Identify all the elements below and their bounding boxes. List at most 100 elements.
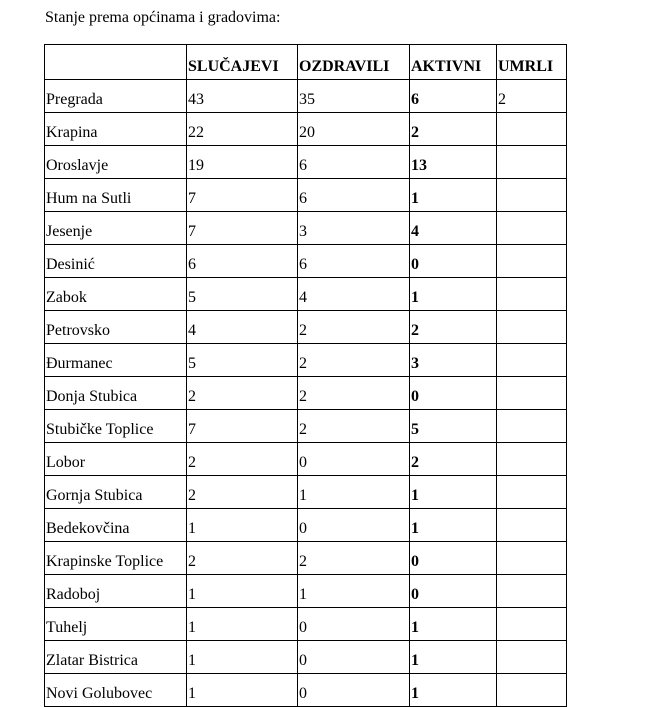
header-active: AKTIVNI [409, 44, 497, 80]
active-cell: 1 [409, 178, 497, 212]
deaths-cell [496, 343, 567, 377]
deaths-cell [496, 541, 567, 575]
recovered-cell: 0 [297, 508, 410, 542]
recovered-cell: 0 [297, 640, 410, 674]
cases-cell: 1 [186, 574, 298, 608]
recovered-cell: 2 [297, 310, 410, 344]
municipality-table: SLUČAJEVI OZDRAVILI AKTIVNI UMRLI Pregra… [44, 44, 567, 707]
deaths-cell [496, 178, 567, 212]
header-cases: SLUČAJEVI [186, 44, 298, 80]
cases-cell: 19 [186, 145, 298, 179]
active-cell: 3 [409, 343, 497, 377]
recovered-cell: 2 [297, 343, 410, 377]
municipality-cell: Zabok [44, 277, 187, 311]
recovered-cell: 1 [297, 574, 410, 608]
deaths-cell [496, 673, 567, 707]
municipality-cell: Desinić [44, 244, 187, 278]
table-row: Radoboj 1 1 0 [44, 574, 567, 608]
table-row: Hum na Sutli 7 6 1 [44, 178, 567, 212]
table-row: Stubičke Toplice 7 2 5 [44, 409, 567, 443]
active-cell: 1 [409, 277, 497, 311]
municipality-cell: Donja Stubica [44, 376, 187, 410]
active-cell: 0 [409, 541, 497, 575]
active-cell: 0 [409, 574, 497, 608]
cases-cell: 6 [186, 244, 298, 278]
recovered-cell: 2 [297, 541, 410, 575]
active-cell: 0 [409, 244, 497, 278]
header-deaths: UMRLI [496, 44, 567, 80]
deaths-cell [496, 112, 567, 146]
municipality-cell: Pregrada [44, 79, 187, 113]
municipality-cell: Lobor [44, 442, 187, 476]
municipality-cell: Novi Golubovec [44, 673, 187, 707]
recovered-cell: 0 [297, 442, 410, 476]
deaths-cell [496, 574, 567, 608]
recovered-cell: 0 [297, 607, 410, 641]
recovered-cell: 0 [297, 673, 410, 707]
recovered-cell: 2 [297, 376, 410, 410]
deaths-cell: 2 [496, 79, 567, 113]
active-cell: 4 [409, 211, 497, 245]
cases-cell: 5 [186, 277, 298, 311]
municipality-cell: Radoboj [44, 574, 187, 608]
active-cell: 2 [409, 112, 497, 146]
active-cell: 1 [409, 508, 497, 542]
cases-cell: 1 [186, 607, 298, 641]
table-row: Donja Stubica 2 2 0 [44, 376, 567, 410]
recovered-cell: 35 [297, 79, 410, 113]
municipality-cell: Jesenje [44, 211, 187, 245]
deaths-cell [496, 310, 567, 344]
table-row: Krapina 22 20 2 [44, 112, 567, 146]
recovered-cell: 20 [297, 112, 410, 146]
municipality-cell: Đurmanec [44, 343, 187, 377]
active-cell: 5 [409, 409, 497, 443]
table-row: Krapinske Toplice 2 2 0 [44, 541, 567, 575]
header-row: SLUČAJEVI OZDRAVILI AKTIVNI UMRLI [44, 44, 567, 80]
active-cell: 1 [409, 673, 497, 707]
cases-cell: 2 [186, 442, 298, 476]
cases-cell: 2 [186, 376, 298, 410]
table-row: Zabok 5 4 1 [44, 277, 567, 311]
recovered-cell: 1 [297, 475, 410, 509]
cases-cell: 2 [186, 475, 298, 509]
header-municipality [44, 44, 187, 80]
recovered-cell: 4 [297, 277, 410, 311]
deaths-cell [496, 475, 567, 509]
deaths-cell [496, 640, 567, 674]
active-cell: 2 [409, 310, 497, 344]
active-cell: 2 [409, 442, 497, 476]
table-row: Desinić 6 6 0 [44, 244, 567, 278]
table-row: Oroslavje 19 6 13 [44, 145, 567, 179]
active-cell: 6 [409, 79, 497, 113]
municipality-cell: Hum na Sutli [44, 178, 187, 212]
recovered-cell: 2 [297, 409, 410, 443]
table-row: Jesenje 7 3 4 [44, 211, 567, 245]
recovered-cell: 6 [297, 244, 410, 278]
cases-cell: 4 [186, 310, 298, 344]
deaths-cell [496, 508, 567, 542]
municipality-cell: Tuhelj [44, 607, 187, 641]
deaths-cell [496, 277, 567, 311]
municipality-cell: Krapinske Toplice [44, 541, 187, 575]
cases-cell: 1 [186, 673, 298, 707]
table-row: Novi Golubovec 1 0 1 [44, 673, 567, 707]
cases-cell: 1 [186, 640, 298, 674]
municipality-cell: Stubičke Toplice [44, 409, 187, 443]
table-row: Zlatar Bistrica 1 0 1 [44, 640, 567, 674]
deaths-cell [496, 244, 567, 278]
cases-cell: 1 [186, 508, 298, 542]
table-row: Tuhelj 1 0 1 [44, 607, 567, 641]
active-cell: 1 [409, 607, 497, 641]
table-row: Pregrada 43 35 6 2 [44, 79, 567, 113]
table-row: Petrovsko 4 2 2 [44, 310, 567, 344]
cases-cell: 43 [186, 79, 298, 113]
municipality-cell: Petrovsko [44, 310, 187, 344]
table-row: Lobor 2 0 2 [44, 442, 567, 476]
municipality-cell: Oroslavje [44, 145, 187, 179]
municipality-cell: Gornja Stubica [44, 475, 187, 509]
recovered-cell: 3 [297, 211, 410, 245]
cases-cell: 7 [186, 409, 298, 443]
table-row: Gornja Stubica 2 1 1 [44, 475, 567, 509]
municipality-cell: Zlatar Bistrica [44, 640, 187, 674]
header-recovered: OZDRAVILI [297, 44, 410, 80]
